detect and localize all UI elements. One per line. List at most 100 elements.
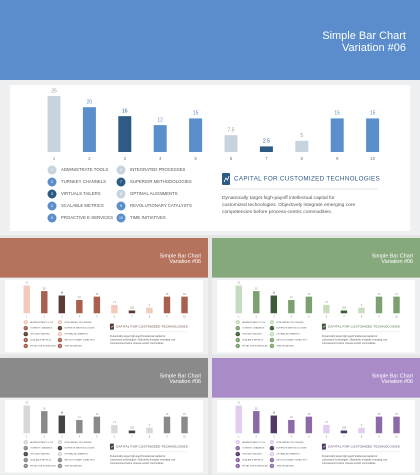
bar	[146, 307, 153, 314]
legend-number: 6	[271, 322, 272, 324]
text-title: CAPITAL FOR CUSTOMIZED TECHNOLOGIES	[328, 444, 400, 448]
x-tick-label: 4	[79, 436, 81, 438]
value-label: 5	[361, 424, 363, 427]
legend-marker	[23, 439, 28, 445]
bar	[358, 307, 365, 314]
bar	[23, 285, 30, 314]
x-tick-label: 4	[291, 316, 293, 318]
bar	[163, 296, 171, 314]
value-label: 15	[95, 293, 98, 296]
legend-marker	[47, 165, 57, 175]
legend-marker	[269, 451, 275, 457]
icon	[222, 173, 230, 185]
legend-marker	[57, 439, 63, 445]
x-tick-label: 7	[343, 436, 345, 438]
legend-marker	[235, 445, 240, 451]
legend-label: INTEGRATED PROCESSES	[276, 321, 304, 324]
x-tick-label: 2	[256, 316, 258, 318]
value-label: 5	[149, 424, 151, 427]
title: Simple Bar Chart	[372, 253, 414, 259]
bar	[118, 116, 132, 152]
value-label: 7.5	[325, 301, 329, 304]
legend-label: INTEGRATED PROCESSES	[130, 167, 185, 172]
legend-number: 9	[120, 204, 122, 208]
legend-label: TURNKEY CHANNELS	[30, 327, 53, 330]
value-label: 7.5	[113, 301, 117, 304]
legend-marker	[269, 319, 275, 325]
legend-marker	[116, 201, 126, 211]
value-label: 20	[87, 100, 93, 106]
legend-marker	[47, 177, 57, 187]
x-tick-label: 1	[26, 316, 28, 318]
x-tick-label: 1	[238, 436, 240, 438]
card	[216, 280, 416, 353]
value-label: 7.5	[113, 421, 117, 424]
bar	[76, 299, 83, 314]
legend-label: SUPERIOR METHODOLOGIES	[276, 448, 307, 450]
value-label: 12	[157, 117, 163, 123]
legend-number: 8	[59, 454, 60, 456]
bar	[163, 416, 171, 434]
text-body: Dynamically target high-payoff intellect…	[322, 455, 388, 465]
value-label: 16	[122, 108, 128, 114]
bar	[41, 411, 48, 434]
value-label: 15	[395, 413, 398, 416]
legend-number: 1	[25, 442, 26, 444]
legend-number: 3	[25, 454, 26, 456]
icon-glyph	[110, 325, 114, 329]
bar	[259, 146, 273, 152]
value-label: 7.5	[228, 128, 235, 134]
legend-label: INTEGRATED PROCESSES	[276, 441, 304, 444]
value-label: 7.5	[325, 421, 329, 424]
bar	[128, 310, 136, 314]
bar	[47, 96, 61, 152]
x-tick-label: 3	[124, 156, 127, 161]
value-label: 16	[60, 412, 63, 415]
bar	[82, 107, 96, 152]
bar	[270, 415, 278, 434]
legend-label: INTEGRATED PROCESSES	[64, 321, 92, 324]
legend-number: 1	[237, 322, 238, 324]
x-tick-label: 8	[149, 436, 151, 438]
legend-number: 5	[25, 466, 26, 468]
bar	[224, 135, 238, 152]
subtitle: Variation #06	[381, 259, 413, 265]
legend-label: VIRTUALS TAILERS	[30, 453, 50, 456]
legend-marker	[116, 165, 126, 175]
legend-marker	[269, 337, 275, 343]
legend-number: 5	[51, 216, 53, 220]
x-tick-label: 4	[291, 436, 293, 438]
icon	[109, 323, 114, 330]
bar	[340, 430, 348, 434]
legend-number: 4	[25, 460, 26, 462]
legend-number: 2	[25, 328, 26, 330]
legend-label: ADMINISTRATE TOOLS	[30, 441, 54, 444]
bar	[111, 424, 118, 434]
legend-number: 4	[25, 340, 26, 342]
x-tick-label: 9	[336, 156, 339, 161]
value-label: 15	[166, 293, 169, 296]
bar	[93, 416, 101, 434]
legend-marker	[57, 343, 63, 349]
x-tick-label: 6	[326, 436, 328, 438]
legend-label: VIRTUALS TAILERS	[242, 453, 262, 456]
x-tick-label: 3	[61, 316, 63, 318]
value-label: 15	[334, 111, 340, 117]
legend-marker	[235, 439, 240, 445]
header	[0, 238, 208, 278]
bar	[358, 427, 365, 434]
x-tick-label: 9	[378, 316, 380, 318]
legend-marker	[269, 331, 275, 337]
legend-label: VIRTUALS TAILERS	[30, 333, 50, 336]
legend-marker	[235, 331, 240, 337]
x-tick-label: 9	[166, 316, 168, 318]
value-label: 15	[193, 111, 199, 117]
legend-marker	[57, 457, 63, 463]
legend-number: 9	[59, 460, 60, 462]
bar	[393, 416, 400, 434]
legend-label: OPTIMAL ALIGNMENTS	[130, 191, 178, 196]
legend-label: VIRTUALS TAILERS	[61, 191, 101, 196]
x-tick-label: 10	[183, 436, 186, 438]
